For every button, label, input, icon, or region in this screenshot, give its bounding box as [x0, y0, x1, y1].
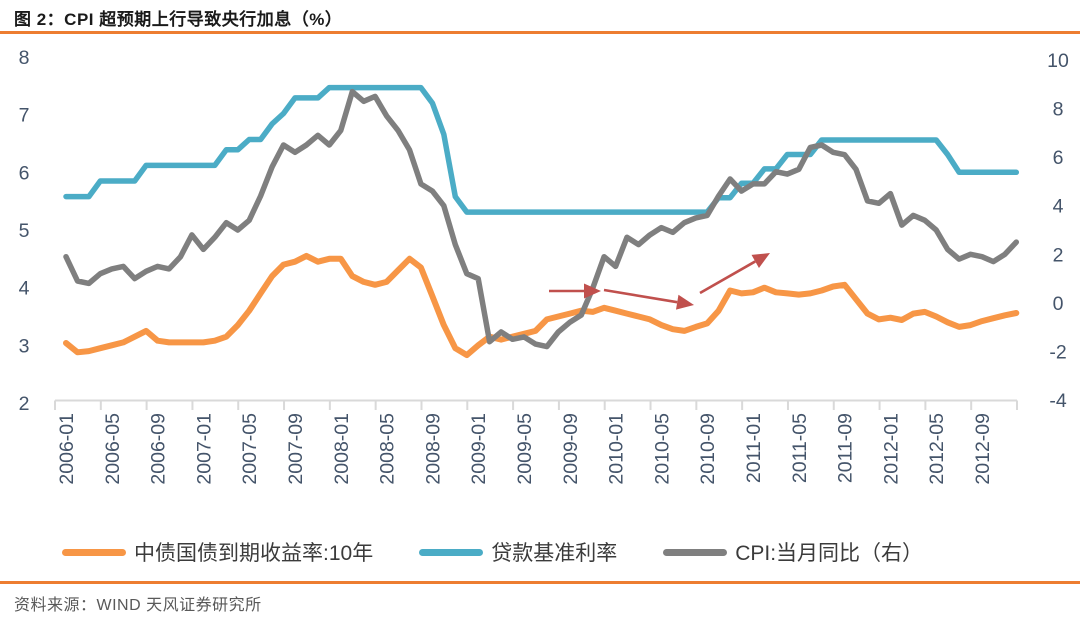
bond-yield-line-swatch	[62, 548, 126, 556]
svg-text:2008-01: 2008-01	[331, 413, 353, 485]
accent-rule-top	[0, 31, 1080, 34]
svg-text:-4: -4	[1049, 390, 1066, 412]
svg-text:2: 2	[19, 393, 30, 415]
svg-text:2011-09: 2011-09	[835, 413, 857, 483]
series-line-1	[63, 84, 1020, 215]
svg-text:0: 0	[1053, 293, 1064, 315]
accent-rule-bottom	[0, 581, 1080, 584]
legend-label: 贷款基准利率	[491, 542, 618, 565]
svg-text:2007-09: 2007-09	[285, 413, 307, 485]
svg-text:2007-05: 2007-05	[239, 413, 261, 485]
svg-text:2: 2	[1053, 244, 1064, 266]
svg-text:8: 8	[19, 47, 30, 69]
legend-label: 中债国债到期收益率:10年	[134, 542, 374, 565]
svg-text:2012-09: 2012-09	[972, 413, 994, 485]
rate-hike-arrows	[549, 253, 770, 310]
svg-text:4: 4	[19, 278, 30, 300]
svg-text:7: 7	[19, 105, 30, 127]
svg-text:4: 4	[1053, 196, 1064, 218]
lending-rate-line-swatch	[419, 548, 484, 556]
chart-legend: 中债国债到期收益率:10年 贷款基准利率 CPI:当月同比（右）	[62, 537, 923, 567]
svg-text:6: 6	[19, 162, 30, 184]
right-axis-labels: 10 8 6 4 2 0 -2 -4	[1047, 50, 1069, 412]
svg-text:2011-05: 2011-05	[789, 413, 811, 483]
svg-text:8: 8	[1053, 99, 1064, 121]
svg-text:2009-05: 2009-05	[514, 413, 536, 485]
svg-text:6: 6	[1053, 147, 1064, 169]
svg-text:2012-01: 2012-01	[880, 413, 902, 485]
data-source: 资料来源：WIND 天风证券研究所	[14, 597, 262, 614]
svg-text:2006-01: 2006-01	[56, 413, 78, 485]
series-line-0	[63, 252, 1020, 359]
svg-text:10: 10	[1047, 50, 1069, 72]
svg-text:2009-01: 2009-01	[468, 413, 490, 485]
cpi-line-swatch	[663, 548, 728, 556]
svg-text:3: 3	[19, 335, 30, 357]
svg-text:-2: -2	[1049, 341, 1066, 363]
figure-title: 图 2：CPI 超预期上行导致央行加息（%）	[14, 10, 343, 29]
legend-item-cpi: CPI:当月同比（右）	[663, 537, 923, 567]
svg-text:2011-01: 2011-01	[743, 413, 765, 483]
svg-text:2010-05: 2010-05	[651, 413, 673, 485]
legend-item-bond-yield: 中债国债到期收益率:10年	[62, 537, 373, 567]
svg-text:2006-05: 2006-05	[102, 413, 124, 485]
series-line-2	[63, 88, 1020, 350]
x-axis	[54, 399, 1019, 410]
svg-text:2006-09: 2006-09	[148, 413, 170, 485]
left-axis-labels: 8 7 6 5 4 3 2	[19, 47, 30, 415]
svg-text:2009-09: 2009-09	[560, 413, 582, 485]
svg-text:2010-01: 2010-01	[606, 413, 628, 485]
legend-item-lending-rate: 贷款基准利率	[419, 537, 617, 567]
svg-text:2012-05: 2012-05	[926, 413, 948, 485]
svg-text:2010-09: 2010-09	[697, 413, 719, 485]
svg-text:5: 5	[19, 220, 30, 242]
svg-text:2008-05: 2008-05	[377, 413, 399, 485]
x-axis-labels: 2006-01 2006-05 2006-09 2007-01 2007-05 2007-…	[56, 413, 994, 485]
legend-label: CPI:当月同比（右）	[735, 542, 924, 565]
svg-text:2008-09: 2008-09	[422, 413, 444, 485]
svg-text:2007-01: 2007-01	[193, 413, 215, 485]
